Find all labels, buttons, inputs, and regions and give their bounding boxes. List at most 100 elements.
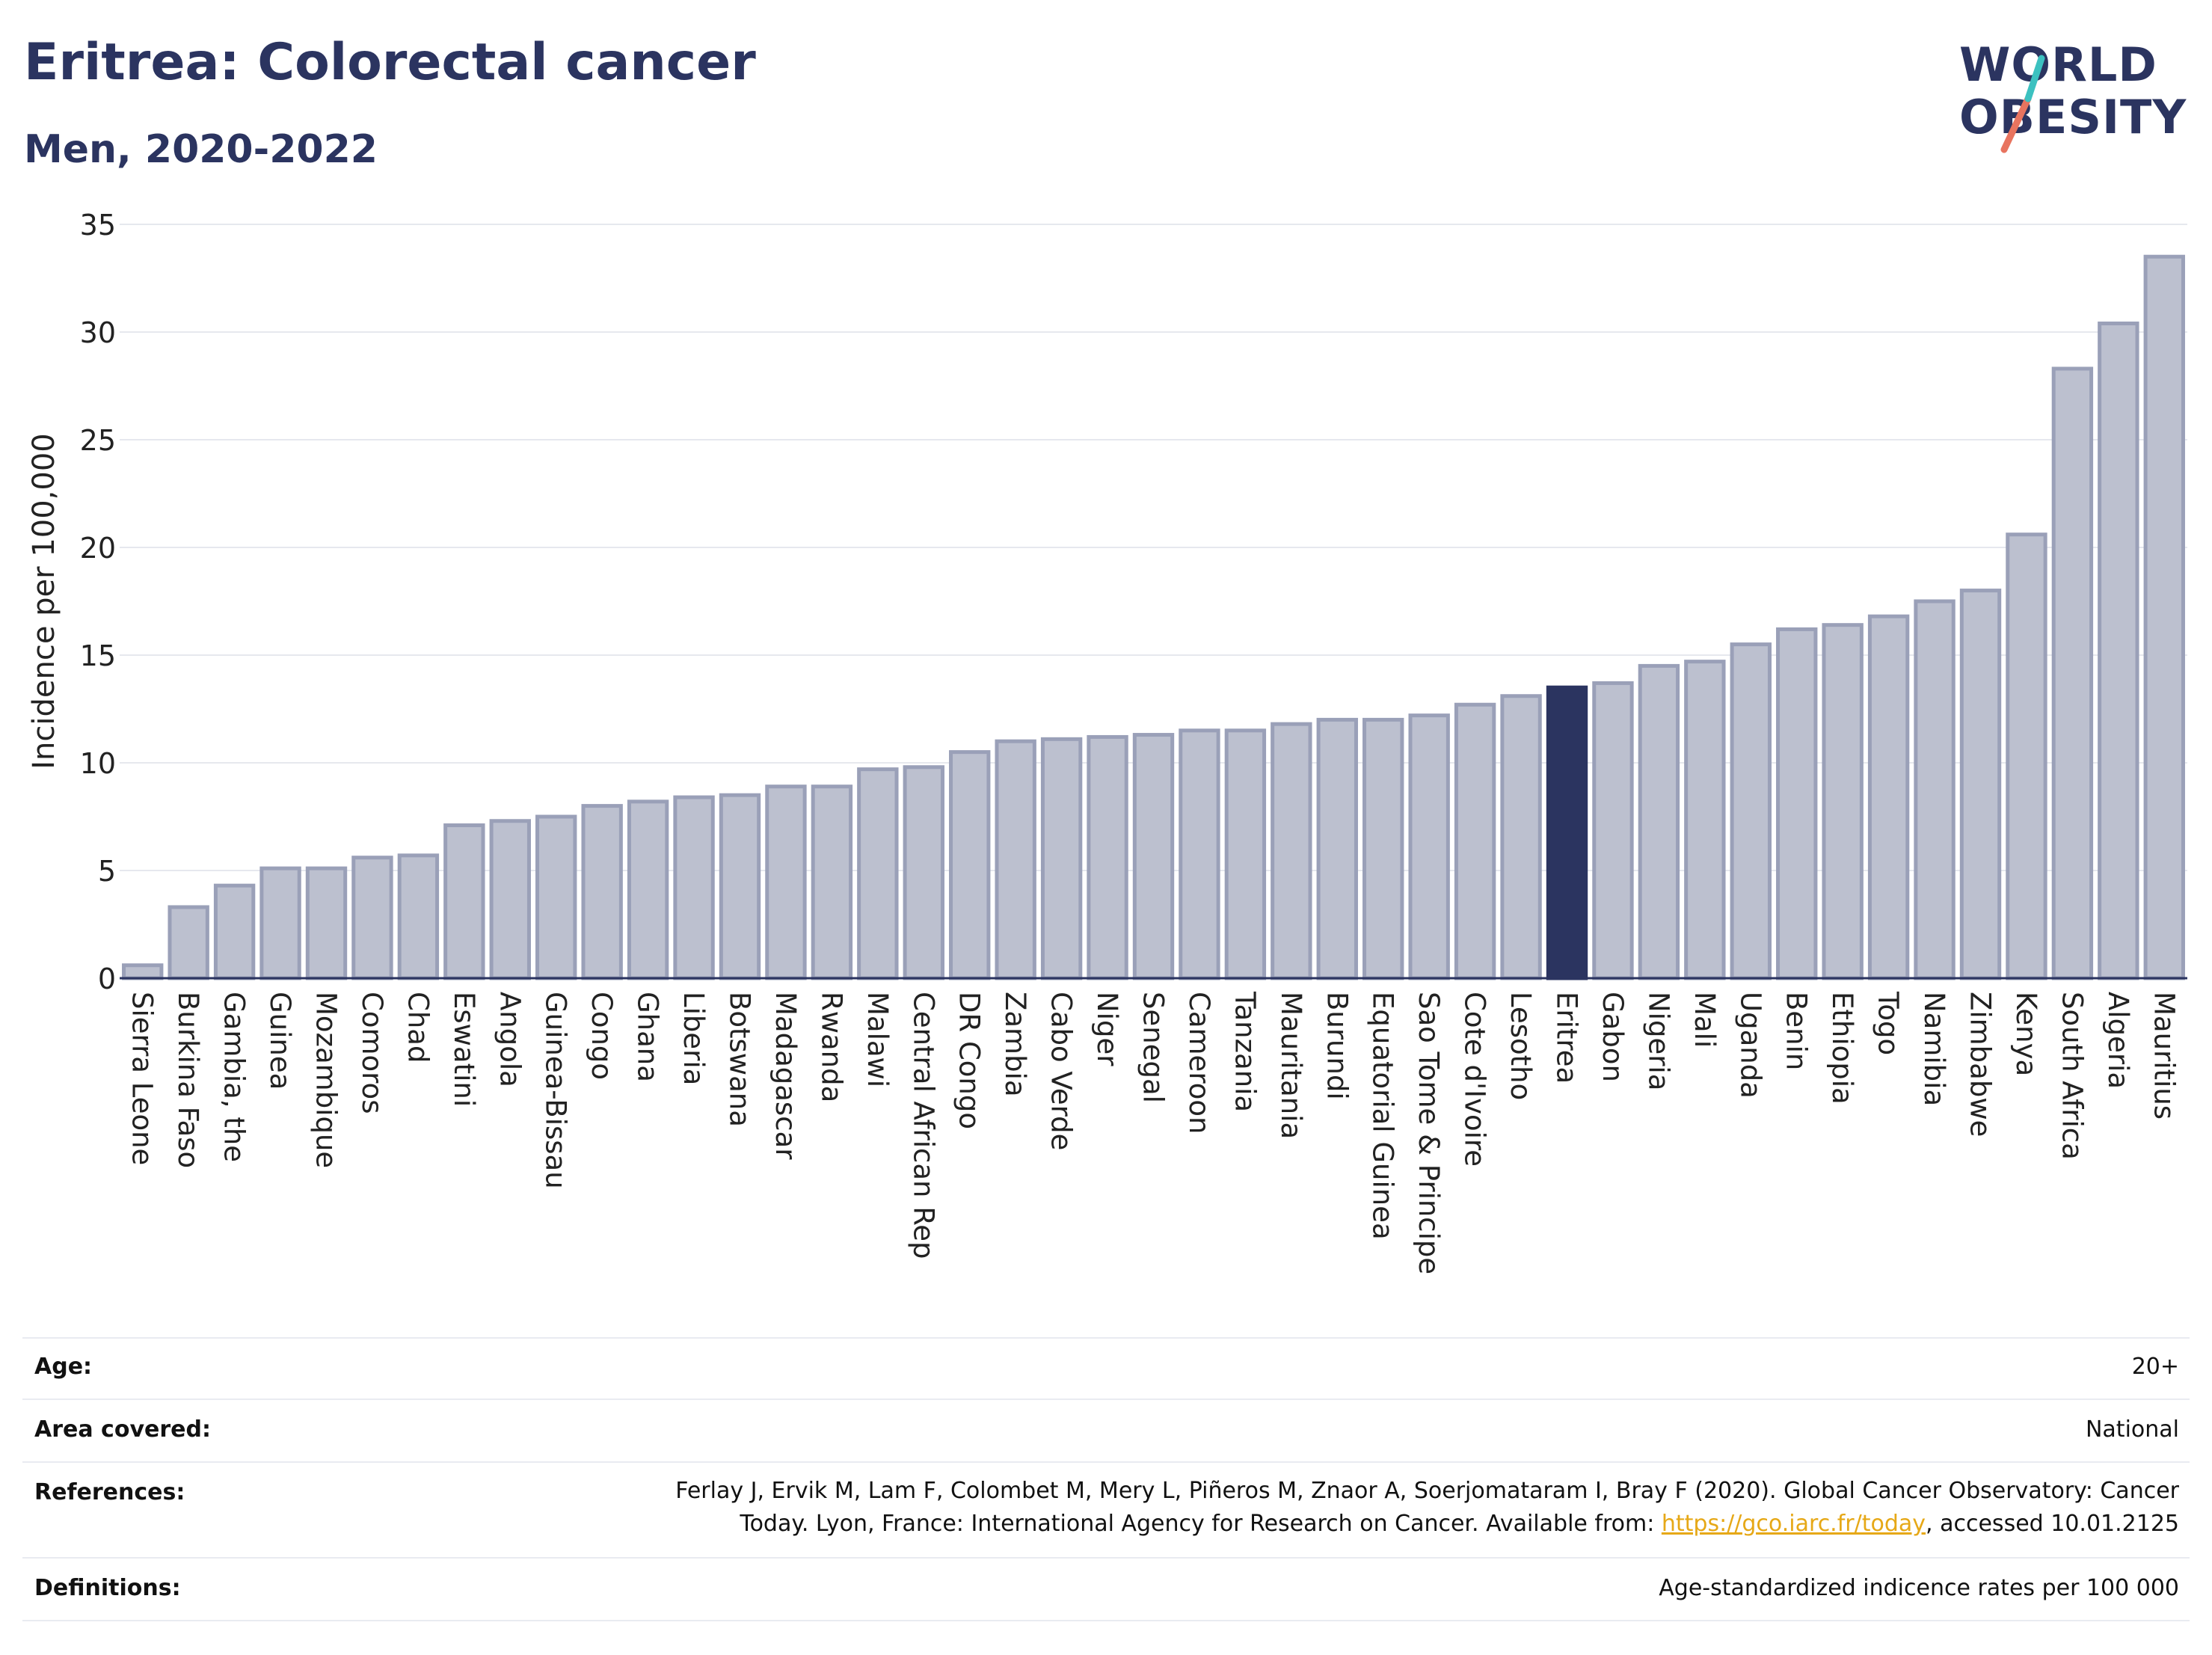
bar bbox=[351, 856, 393, 980]
bar bbox=[1271, 722, 1312, 980]
y-tick-label: 15 bbox=[80, 639, 116, 672]
x-tick-label: Namibia bbox=[1918, 992, 1950, 1106]
x-tick-label: Equatorial Guinea bbox=[1367, 992, 1399, 1240]
info-value: Age-standardized indicence rates per 100… bbox=[1659, 1575, 2179, 1601]
bar bbox=[122, 963, 164, 980]
bar bbox=[305, 866, 348, 980]
bar bbox=[581, 804, 623, 980]
x-tick-label: Nigeria bbox=[1642, 992, 1674, 1090]
bar bbox=[1132, 733, 1175, 980]
x-tick-label: Ethiopia bbox=[1826, 992, 1858, 1105]
bar bbox=[259, 866, 301, 980]
references-line-1: Ferlay J, Ervik M, Lam F, Colombet M, Me… bbox=[675, 1478, 2179, 1504]
x-tick-label: Guinea bbox=[264, 992, 296, 1090]
x-tick-label: Eritrea bbox=[1551, 992, 1583, 1084]
bar bbox=[2051, 366, 2094, 980]
bar bbox=[443, 823, 485, 980]
bar bbox=[1959, 589, 2002, 980]
x-tick-label: Zimbabwe bbox=[1964, 992, 1997, 1137]
bar bbox=[1362, 717, 1404, 980]
x-tick-label: Congo bbox=[586, 992, 618, 1080]
bar bbox=[949, 750, 991, 980]
y-tick-label: 20 bbox=[80, 532, 116, 565]
info-row-references: References: Ferlay J, Ervik M, Lam F, Co… bbox=[22, 1461, 2190, 1557]
x-tick-label: Cote d'Ivoire bbox=[1459, 992, 1491, 1167]
page-subtitle: Men, 2020-2022 bbox=[24, 127, 378, 172]
bar bbox=[535, 814, 577, 980]
x-tick-label: Kenya bbox=[2010, 992, 2042, 1076]
x-tick-label: Cabo Verde bbox=[1045, 992, 1078, 1150]
bar bbox=[1776, 627, 1818, 980]
info-value: 20+ bbox=[2131, 1354, 2179, 1380]
x-tick-label: Central African Rep bbox=[907, 992, 939, 1259]
bar bbox=[489, 819, 531, 980]
bar bbox=[1500, 694, 1542, 980]
bar bbox=[857, 767, 899, 980]
logo-slash-icon bbox=[2000, 55, 2045, 153]
world-obesity-logo: WORLD OBESITY bbox=[1944, 30, 2191, 165]
bar bbox=[627, 799, 669, 980]
bar bbox=[719, 793, 761, 980]
references-line-2-post: , accessed 10.01.2125 bbox=[1926, 1511, 2179, 1537]
logo-line-2: OBESITY bbox=[1959, 90, 2187, 144]
y-tick-label: 30 bbox=[80, 316, 116, 349]
bar bbox=[1914, 599, 1956, 980]
x-tick-label: Sierra Leone bbox=[126, 992, 159, 1165]
bar bbox=[2098, 321, 2139, 980]
bar bbox=[1179, 728, 1220, 980]
bar bbox=[673, 795, 715, 980]
x-tick-label: Angola bbox=[494, 992, 526, 1087]
x-tick-label: Eswatini bbox=[448, 992, 480, 1107]
y-tick-label: 35 bbox=[80, 209, 116, 242]
x-tick-label: Togo bbox=[1872, 991, 1905, 1055]
x-tick-label: Burkina Faso bbox=[172, 992, 204, 1168]
info-label: References: bbox=[34, 1479, 185, 1505]
bar bbox=[2006, 532, 2047, 980]
bar bbox=[811, 784, 853, 980]
x-tick-label: Zambia bbox=[999, 992, 1031, 1097]
x-tick-label: Guinea-Bissau bbox=[540, 992, 572, 1189]
info-row-area: Area covered: National bbox=[22, 1398, 2190, 1461]
info-row-definitions: Definitions: Age-standardized indicence … bbox=[22, 1557, 2190, 1621]
bar bbox=[1316, 717, 1358, 980]
x-tick-label: Mauritius bbox=[2148, 992, 2180, 1120]
x-tick-label: Rwanda bbox=[815, 992, 847, 1102]
info-value: National bbox=[2085, 1416, 2179, 1443]
gco-link[interactable]: https://gco.iarc.fr/today bbox=[1661, 1511, 1926, 1537]
bar bbox=[1454, 702, 1496, 980]
bar bbox=[1408, 713, 1450, 980]
x-tick-label: Lesotho bbox=[1505, 992, 1537, 1100]
y-tick-label: 5 bbox=[98, 855, 116, 888]
x-tick-label: DR Congo bbox=[953, 992, 986, 1129]
x-tick-label: Burundi bbox=[1321, 992, 1353, 1100]
bar bbox=[1040, 737, 1083, 980]
bar bbox=[1224, 728, 1267, 980]
bar bbox=[2143, 254, 2185, 980]
bar bbox=[1546, 685, 1588, 980]
x-tick-label: Botswana bbox=[724, 992, 756, 1127]
x-tick-label: Niger bbox=[1091, 992, 1123, 1066]
info-table: Age: 20+ Area covered: National Referenc… bbox=[22, 1337, 2190, 1621]
y-tick-label: 0 bbox=[98, 962, 116, 995]
info-row-age: Age: 20+ bbox=[22, 1337, 2190, 1398]
bar bbox=[1087, 734, 1128, 980]
bar-chart: 0 5 10 15 20 25 30 35 Incidence per 100,000 Sierr… bbox=[27, 209, 2187, 1274]
x-tick-label: Tanzania bbox=[1229, 991, 1261, 1112]
x-tick-label: South Africa bbox=[2056, 992, 2088, 1160]
x-tick-label: Mali bbox=[1689, 992, 1721, 1048]
y-axis-label: Incidence per 100,000 bbox=[27, 433, 61, 770]
x-tick-label: Algeria bbox=[2102, 992, 2134, 1089]
x-tick-label: Madagascar bbox=[769, 992, 802, 1160]
bar bbox=[1867, 614, 1910, 980]
x-tick-label: Gambia, the bbox=[218, 992, 251, 1162]
references-text: Ferlay J, Ervik M, Lam F, Colombet M, Me… bbox=[675, 1475, 2179, 1541]
bar bbox=[1592, 681, 1634, 980]
bar bbox=[903, 765, 944, 980]
x-tick-label: Gabon bbox=[1597, 992, 1629, 1082]
x-tick-label: Benin bbox=[1781, 992, 1813, 1070]
bar bbox=[995, 739, 1036, 980]
x-tick-label: Comoros bbox=[356, 992, 388, 1114]
logo-line-1: WORLD bbox=[1959, 37, 2157, 92]
x-tick-label: Malawi bbox=[861, 992, 894, 1087]
bar bbox=[213, 883, 256, 980]
